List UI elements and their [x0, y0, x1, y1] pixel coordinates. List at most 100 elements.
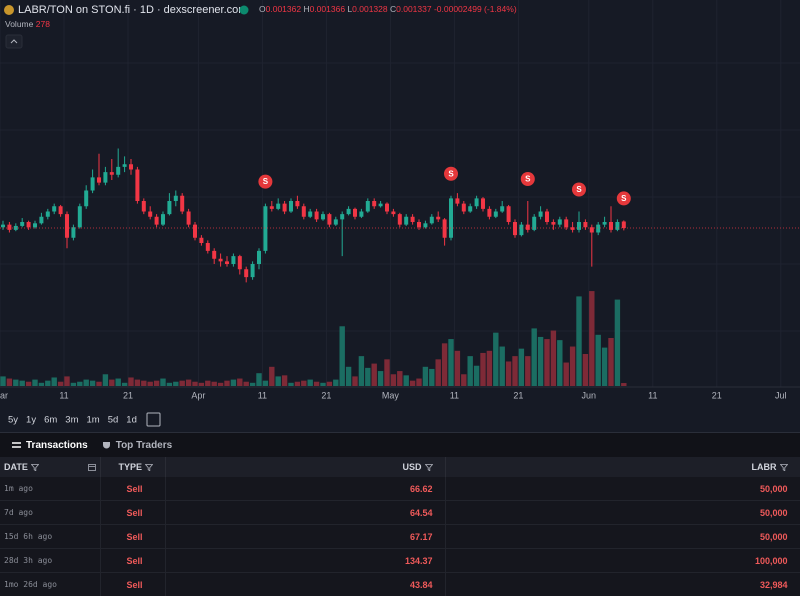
volume-bar: [429, 368, 435, 386]
candle-body: [295, 201, 300, 207]
candle-body: [429, 216, 434, 224]
volume-label: Volume: [5, 19, 34, 29]
chart: S S S S S LABR/TON on STON.fi · 1D · dexscre…: [0, 0, 800, 427]
filter-icon: [30, 464, 39, 472]
table-cell: Sell: [100, 572, 166, 596]
candle-body: [340, 214, 345, 220]
table-cell: 50,000: [445, 524, 800, 549]
candle-body: [308, 211, 313, 217]
range-button[interactable]: 6m: [44, 415, 57, 426]
candle-body: [52, 206, 57, 212]
volume-bar: [13, 379, 19, 386]
candle-body: [513, 222, 517, 236]
column-header-label: LABR: [751, 462, 777, 472]
change: -0.00002499 (-1.84%): [434, 4, 517, 14]
date-range-button[interactable]: [146, 412, 161, 427]
table-row: 28d 3h ago Sell 134.37 100,000: [0, 548, 800, 573]
volume-bar: [403, 375, 409, 386]
candle-body: [250, 264, 255, 278]
candle-body: [577, 222, 581, 230]
table-header: DATE TYPE USD LABR: [0, 457, 800, 477]
volume-bar: [32, 379, 38, 386]
volume-bar: [480, 352, 486, 386]
ohlc-value: 0.001328: [352, 4, 388, 14]
candle-body: [263, 206, 268, 251]
table-cell: 64.54: [165, 500, 446, 525]
candle-body: [525, 224, 530, 230]
volume-bar: [493, 332, 499, 386]
volume-bar: [198, 382, 205, 386]
x-tick-label: 21: [123, 390, 133, 400]
volume-bar: [435, 359, 441, 386]
volume-bar: [192, 381, 198, 386]
range-button[interactable]: 5y: [8, 415, 18, 426]
candle-body: [615, 222, 620, 230]
candle-body: [90, 177, 95, 191]
token-logo: [4, 5, 14, 15]
candle-body: [385, 203, 389, 212]
candle-body: [353, 208, 357, 217]
candle-body: [609, 222, 613, 230]
transactions-table: DATE TYPE USD LABR 1m ago Sell 66.62 50,000 7d …: [0, 457, 800, 596]
x-tick-label: 21: [321, 390, 331, 400]
volume-bar: [525, 356, 531, 386]
candle-body: [193, 224, 197, 238]
volume-bar: [473, 365, 480, 386]
candle-body: [321, 214, 325, 220]
candle-body: [461, 203, 466, 212]
tabs: Transactions Top Traders: [0, 432, 800, 457]
table-cell: 7d ago: [0, 500, 101, 525]
range-button[interactable]: 1m: [87, 415, 100, 426]
candle-body: [33, 223, 37, 228]
candle-body: [135, 169, 140, 201]
range-button[interactable]: 1d: [126, 415, 137, 426]
column-header: USD: [165, 457, 446, 477]
tab[interactable]: Top Traders: [102, 440, 172, 451]
candle-body: [410, 216, 415, 222]
column-header-label: DATE: [4, 462, 28, 472]
candle-body: [103, 172, 108, 183]
table-cell: 32,984: [445, 572, 800, 596]
volume-bar: [512, 356, 518, 386]
volume-bar: [25, 381, 32, 386]
volume-bar: [377, 371, 384, 386]
volume-bar: [608, 338, 614, 386]
candle-body: [109, 172, 114, 175]
candle-body: [161, 214, 165, 225]
volume-bar: [288, 382, 294, 386]
sell-marker-label: S: [576, 185, 582, 194]
table-cell: 67.17: [165, 524, 446, 549]
range-button[interactable]: 3m: [65, 415, 78, 426]
tab-icon: [12, 442, 21, 448]
candle-body: [500, 206, 505, 212]
candle-body: [122, 164, 127, 167]
volume-bar: [224, 380, 230, 386]
volume-bar: [467, 356, 473, 386]
candle-body: [257, 250, 261, 264]
table-body: 1m ago Sell 66.62 50,000 7d ago Sell 64.54 50,0…: [0, 477, 800, 596]
range-button[interactable]: 5d: [108, 415, 119, 426]
volume-legend: Volume 278: [5, 19, 50, 29]
candle-body: [532, 216, 537, 230]
table-cell: 1m ago: [0, 477, 101, 501]
x-tick-label: 11: [450, 390, 459, 400]
candle-body: [545, 211, 549, 222]
range-button[interactable]: 1y: [26, 415, 36, 426]
volume-bar: [19, 380, 25, 386]
tab[interactable]: Transactions: [12, 440, 88, 451]
volume-bar: [38, 382, 45, 386]
candle-body: [45, 211, 50, 217]
sell-marker-label: S: [525, 175, 531, 184]
candle-body: [282, 203, 287, 212]
collapse-button[interactable]: [5, 34, 23, 49]
volume-bar: [441, 343, 448, 386]
column-header: LABR: [445, 457, 800, 477]
volume-bar: [57, 381, 64, 386]
candle-body: [26, 222, 31, 228]
sell-marker: [520, 172, 535, 186]
volume-bar: [83, 379, 89, 386]
volume-bar: [601, 347, 608, 386]
volume-bar: [589, 291, 595, 386]
candle-body: [141, 201, 146, 212]
